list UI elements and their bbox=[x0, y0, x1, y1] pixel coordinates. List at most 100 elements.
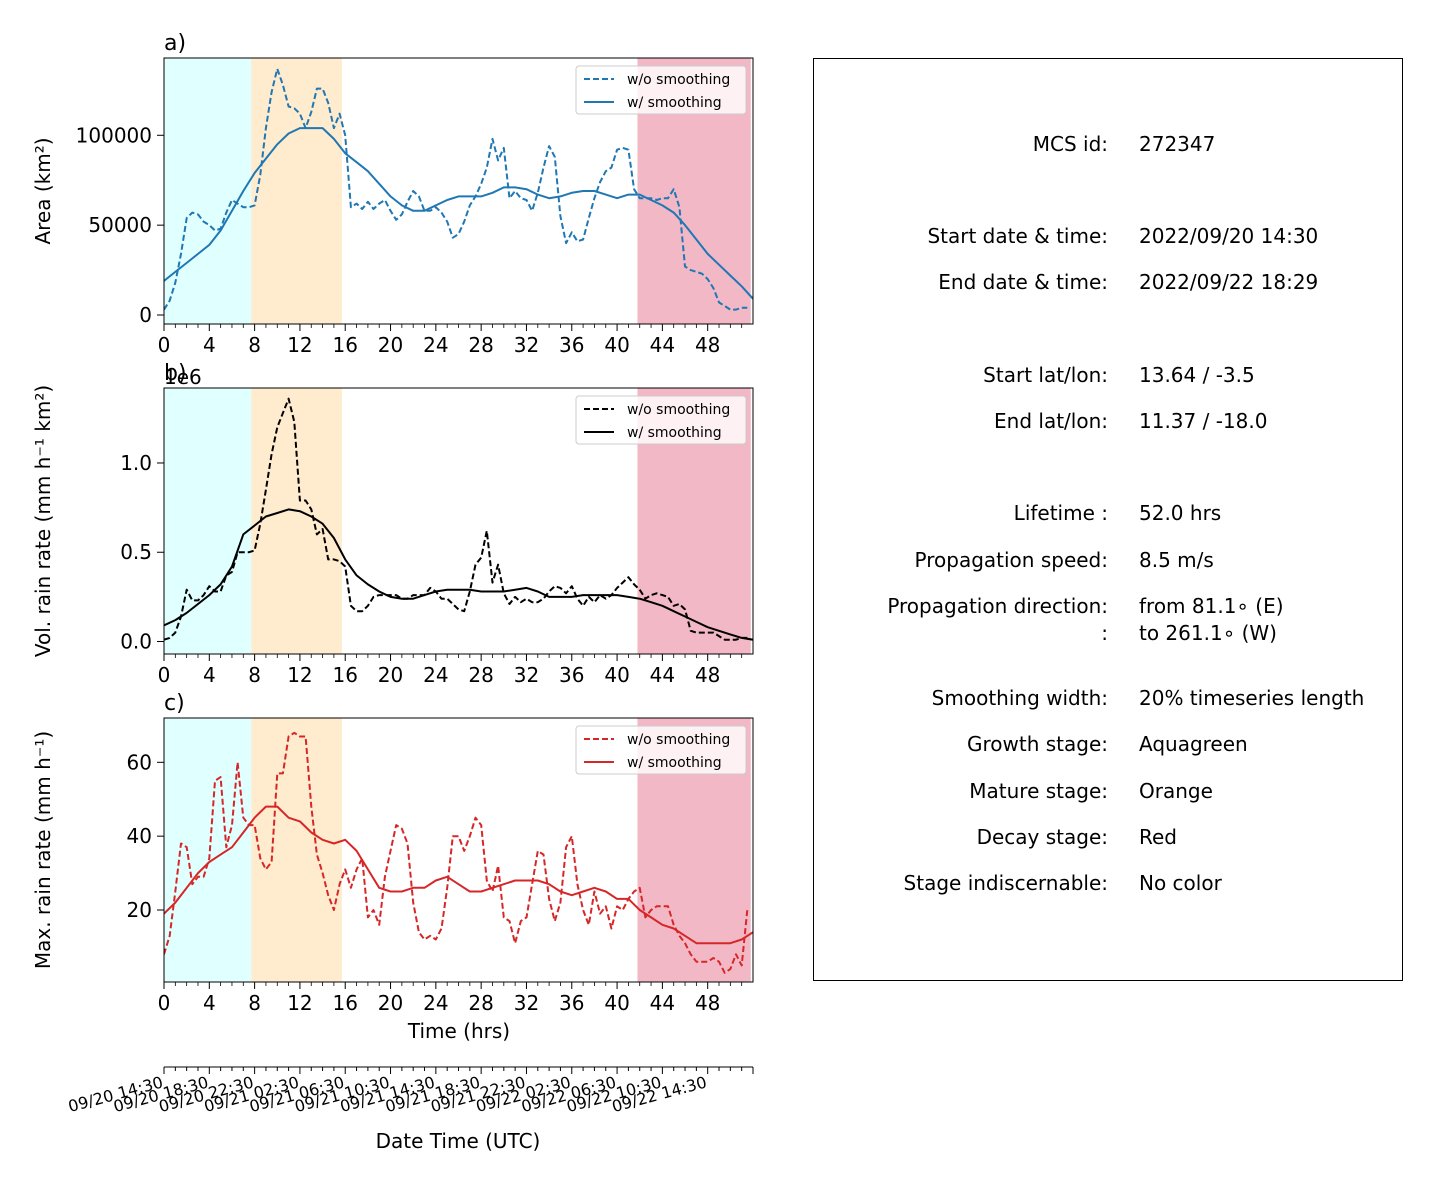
info-row: Growth stage: Aquagreen bbox=[814, 732, 1404, 758]
x-tick-label: 0 bbox=[158, 991, 171, 1015]
info-value: 52.0 hrs bbox=[1139, 501, 1222, 525]
x-tick-label: 48 bbox=[695, 991, 720, 1015]
x-tick-label: 4 bbox=[203, 333, 216, 357]
stage-band-growth bbox=[164, 388, 252, 654]
legend: w/o smoothing w/ smoothing bbox=[575, 65, 747, 115]
x-tick-label: 12 bbox=[287, 663, 312, 687]
legend-label: w/ smoothing bbox=[627, 755, 722, 771]
x-tick-label: 28 bbox=[468, 333, 493, 357]
y-tick-label: 1.0 bbox=[120, 451, 152, 475]
legend-label: w/o smoothing bbox=[627, 72, 730, 88]
info-value: Red bbox=[1139, 825, 1177, 849]
info-value: 2022/09/22 18:29 bbox=[1139, 270, 1319, 294]
info-label: : bbox=[1101, 621, 1108, 645]
info-row: Lifetime : 52.0 hrs bbox=[814, 501, 1404, 527]
x-tick-label: 40 bbox=[604, 991, 629, 1015]
mcs-info-panel: MCS id: 272347 Start date & time: 2022/09/2… bbox=[813, 58, 1403, 981]
x-tick-label: 4 bbox=[203, 663, 216, 687]
stage-band-growth bbox=[164, 58, 252, 324]
legend-label: w/o smoothing bbox=[627, 402, 730, 418]
series-line-smoothed bbox=[164, 805, 753, 945]
series-line-raw bbox=[164, 67, 748, 311]
y-tick-label: 100000 bbox=[76, 123, 152, 147]
info-row: : to 261.1∘ (W) bbox=[814, 621, 1404, 647]
info-label: Stage indiscernable: bbox=[903, 871, 1108, 895]
x-tick-label: 28 bbox=[468, 991, 493, 1015]
y-tick-label: 0.0 bbox=[120, 630, 152, 654]
x-tick-label: 36 bbox=[559, 663, 584, 687]
info-label: Start lat/lon: bbox=[983, 363, 1108, 387]
info-row: Start lat/lon: 13.64 / -3.5 bbox=[814, 363, 1404, 389]
info-label: Mature stage: bbox=[969, 779, 1108, 803]
x-tick-label: 16 bbox=[333, 333, 358, 357]
legend-label: w/ smoothing bbox=[627, 425, 722, 441]
x-tick-label: 44 bbox=[650, 663, 675, 687]
info-value: from 81.1∘ (E) bbox=[1139, 594, 1284, 618]
x-tick-label: 36 bbox=[559, 333, 584, 357]
x-tick-label: 0 bbox=[158, 663, 171, 687]
info-value: 13.64 / -3.5 bbox=[1139, 363, 1255, 387]
x-tick-label: 20 bbox=[378, 663, 403, 687]
info-row: End date & time: 2022/09/22 18:29 bbox=[814, 270, 1404, 296]
stage-band-mature bbox=[251, 58, 342, 324]
info-label: MCS id: bbox=[1032, 132, 1108, 156]
panel-letter: b) bbox=[164, 361, 187, 386]
x-tick-label: 24 bbox=[423, 663, 448, 687]
info-row: Start date & time: 2022/09/20 14:30 bbox=[814, 224, 1404, 250]
series-line-raw bbox=[164, 397, 748, 641]
info-label: End lat/lon: bbox=[994, 409, 1108, 433]
panel-letter: c) bbox=[164, 691, 185, 716]
legend: w/o smoothing w/ smoothing bbox=[575, 725, 747, 775]
x-tick-label: 32 bbox=[514, 333, 539, 357]
x-tick-label: 0 bbox=[158, 333, 171, 357]
y-tick-label: 40 bbox=[127, 824, 152, 848]
series-line-smoothed bbox=[164, 127, 753, 300]
x-tick-label: 32 bbox=[514, 991, 539, 1015]
info-value: 20% timeseries length bbox=[1139, 686, 1365, 710]
y-axis-label: Vol. rain rate (mm h⁻¹ km²) bbox=[31, 385, 55, 657]
x-tick-label: 8 bbox=[248, 991, 261, 1015]
info-row: Stage indiscernable: No color bbox=[814, 871, 1404, 897]
x-tick-label: 40 bbox=[604, 663, 629, 687]
y-axis-label: Area (km²) bbox=[31, 137, 55, 244]
info-value: to 261.1∘ (W) bbox=[1139, 621, 1277, 645]
x-tick-label: 44 bbox=[650, 991, 675, 1015]
info-label: End date & time: bbox=[938, 270, 1108, 294]
series-line-raw bbox=[164, 731, 749, 974]
info-row: Propagation direction: from 81.1∘ (E) bbox=[814, 594, 1404, 620]
info-row: Propagation speed: 8.5 m/s bbox=[814, 548, 1404, 574]
legend: w/o smoothing w/ smoothing bbox=[575, 395, 747, 445]
y-tick-label: 0.5 bbox=[120, 540, 152, 564]
legend-label: w/o smoothing bbox=[627, 732, 730, 748]
info-value: 8.5 m/s bbox=[1139, 548, 1214, 572]
x-tick-label: 20 bbox=[378, 991, 403, 1015]
x-tick-label: 24 bbox=[423, 333, 448, 357]
stage-band-mature bbox=[251, 718, 342, 982]
info-row: End lat/lon: 11.37 / -18.0 bbox=[814, 409, 1404, 435]
x-tick-label: 44 bbox=[650, 333, 675, 357]
info-label: Decay stage: bbox=[976, 825, 1108, 849]
panel-letter: a) bbox=[164, 31, 186, 56]
x-tick-label: 12 bbox=[287, 333, 312, 357]
info-value: 11.37 / -18.0 bbox=[1139, 409, 1268, 433]
info-value: Aquagreen bbox=[1139, 732, 1248, 756]
info-label: Lifetime : bbox=[1013, 501, 1108, 525]
info-label: Start date & time: bbox=[927, 224, 1108, 248]
x-tick-label: 12 bbox=[287, 991, 312, 1015]
x-tick-label: 4 bbox=[203, 991, 216, 1015]
chart-panels: 0 4 8 12 16 20 24 28 32 36 40 44 48050000100000Area … bbox=[31, 31, 754, 1015]
info-label: Smoothing width: bbox=[931, 686, 1108, 710]
info-label: Propagation speed: bbox=[914, 548, 1108, 572]
x-tick-label: 16 bbox=[333, 663, 358, 687]
y-offset-text: 1e6 bbox=[164, 365, 202, 389]
y-tick-label: 20 bbox=[127, 898, 152, 922]
series-line-smoothed bbox=[164, 508, 753, 641]
date-axis-label: Date Time (UTC) bbox=[376, 1129, 541, 1153]
info-row: Decay stage: Red bbox=[814, 825, 1404, 851]
info-row: MCS id: 272347 bbox=[814, 132, 1404, 158]
x-tick-label: 20 bbox=[378, 333, 403, 357]
